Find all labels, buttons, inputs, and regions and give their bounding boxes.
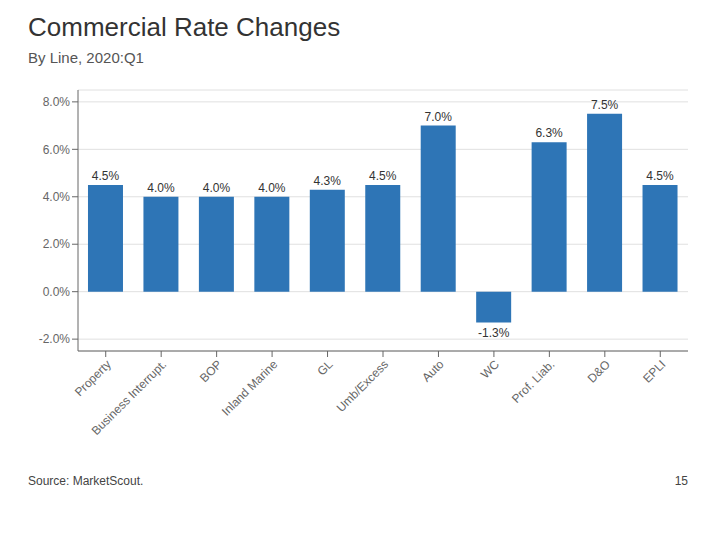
svg-text:4.0%: 4.0% <box>43 190 71 204</box>
svg-text:-2.0%: -2.0% <box>39 332 71 346</box>
svg-text:Umb/Excess: Umb/Excess <box>334 357 392 415</box>
svg-text:4.0%: 4.0% <box>203 181 231 195</box>
svg-text:0.0%: 0.0% <box>43 285 71 299</box>
svg-text:Auto: Auto <box>419 357 447 385</box>
svg-text:7.0%: 7.0% <box>425 110 453 124</box>
html-text:15: 15 <box>674 474 688 488</box>
svg-text:-1.3%: -1.3% <box>478 326 510 340</box>
svg-text:Business Interrupt.: Business Interrupt. <box>89 357 170 438</box>
html-text:By Line, 2020:Q1: By Line, 2020:Q1 <box>28 49 144 66</box>
svg-text:2.0%: 2.0% <box>43 237 71 251</box>
svg-text:8.0%: 8.0% <box>43 95 71 109</box>
html-text:Commercial Rate Changes: Commercial Rate Changes <box>28 12 341 42</box>
svg-text:BOP: BOP <box>197 357 225 385</box>
svg-text:4.5%: 4.5% <box>646 169 674 183</box>
svg-text:4.3%: 4.3% <box>314 174 342 188</box>
svg-text:GL: GL <box>314 357 335 378</box>
svg-text:4.0%: 4.0% <box>147 181 175 195</box>
svg-text:WC: WC <box>478 357 502 381</box>
svg-text:Inland Marine: Inland Marine <box>219 357 281 419</box>
svg-text:6.0%: 6.0% <box>43 143 71 157</box>
html-text:Source: MarketScout.: Source: MarketScout. <box>28 474 144 488</box>
svg-text:7.5%: 7.5% <box>591 98 619 112</box>
svg-text:Prof. Liab.: Prof. Liab. <box>509 357 558 406</box>
svg-text:4.5%: 4.5% <box>92 169 120 183</box>
svg-text:Property: Property <box>72 357 114 399</box>
svg-text:4.5%: 4.5% <box>369 169 397 183</box>
svg-text:6.3%: 6.3% <box>535 126 563 140</box>
svg-text:EPLI: EPLI <box>640 357 668 385</box>
svg-text:D&O: D&O <box>585 357 613 385</box>
svg-text:4.0%: 4.0% <box>258 181 286 195</box>
